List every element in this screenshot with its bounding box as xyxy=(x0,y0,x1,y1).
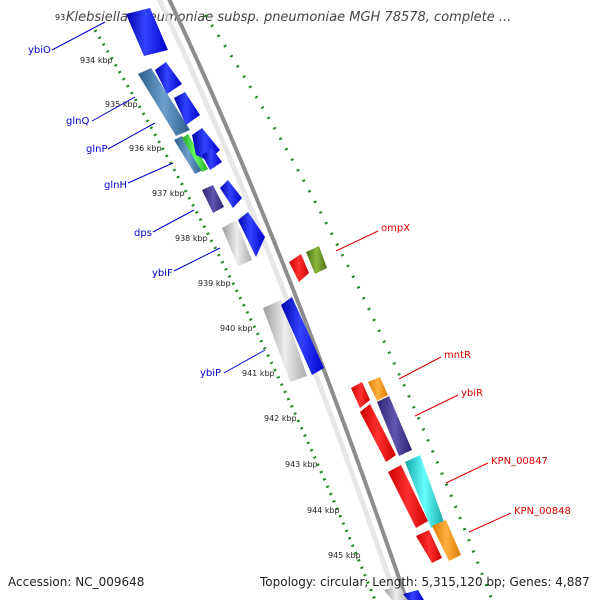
ruler-label: 940 kbp xyxy=(220,324,253,333)
accession-text: Accession: NC_009648 xyxy=(8,575,145,589)
gene-label-KPN_00847[interactable]: KPN_00847 xyxy=(491,456,548,467)
gene-arrow[interactable] xyxy=(351,382,370,408)
gene-arrow[interactable] xyxy=(403,590,424,600)
ruler-label: 939 kbp xyxy=(198,279,231,288)
label-leader xyxy=(51,21,106,51)
label-leader xyxy=(223,349,266,374)
gene-arrow[interactable] xyxy=(202,148,222,170)
ruler-label: 943 kbp xyxy=(285,460,318,469)
gene-arrow[interactable] xyxy=(416,530,442,563)
gene-ompX-2[interactable] xyxy=(306,246,327,274)
label-leader xyxy=(445,462,489,484)
ruler-label: 941 kbp xyxy=(242,369,275,378)
gene-label-ybiO[interactable]: ybiO xyxy=(28,45,51,56)
label-leader xyxy=(398,356,442,380)
backbone-shade xyxy=(156,0,400,600)
ruler-label: 938 kbp xyxy=(175,234,208,243)
gene-arrow[interactable] xyxy=(126,8,168,56)
gene-label-ybiP[interactable]: ybiP xyxy=(200,368,221,379)
left-labels: ybiO glnQ glnP glnH dps ybiF ybiP xyxy=(28,21,266,379)
inner-genes xyxy=(126,8,324,382)
gene-glnP[interactable] xyxy=(174,136,203,174)
gene-label-glnQ[interactable]: glnQ xyxy=(66,116,89,127)
gene-glnQ[interactable] xyxy=(138,68,190,136)
outer-genes xyxy=(289,246,461,600)
gene-arrow[interactable] xyxy=(281,297,324,375)
gene-arrow[interactable] xyxy=(220,180,242,208)
gene-arrow[interactable] xyxy=(174,92,200,125)
ruler-label: 944 kbp xyxy=(307,506,340,515)
ruler-label: 934 kbp xyxy=(80,56,113,65)
gene-arrow[interactable] xyxy=(388,465,428,528)
label-leader xyxy=(152,209,195,233)
gene-label-glnH[interactable]: glnH xyxy=(104,180,127,191)
label-leader xyxy=(107,122,156,150)
label-leader xyxy=(91,96,136,122)
ruler-label: 93 xyxy=(55,13,65,22)
gene-ompX[interactable] xyxy=(289,254,309,282)
gene-label-glnP[interactable]: glnP xyxy=(86,144,108,155)
gene-arrow[interactable] xyxy=(384,586,408,600)
outer-tick-ring xyxy=(203,14,494,600)
gene-ybiF[interactable] xyxy=(222,220,252,266)
label-leader xyxy=(414,394,459,417)
gene-label-dps[interactable]: dps xyxy=(134,228,152,239)
genome-summary: Topology: circular; Length: 5,315,120 bp… xyxy=(260,575,590,589)
gene-label-ompX[interactable]: ompX xyxy=(381,223,410,234)
ruler-labels: 93 934 kbp 935 kbp 936 kbp 937 kbp 938 k… xyxy=(55,13,361,560)
gene-ybiR[interactable] xyxy=(377,396,412,456)
gene-label-ybiR[interactable]: ybiR xyxy=(461,388,483,399)
right-labels: ompX mntR ybiR KPN_00847 KPN_00848 xyxy=(335,223,571,533)
label-leader xyxy=(127,162,174,184)
label-leader xyxy=(468,512,512,533)
label-leader xyxy=(173,247,221,272)
gene-label-KPN_00848[interactable]: KPN_00848 xyxy=(514,506,571,517)
gene-arrow[interactable] xyxy=(360,404,396,462)
ruler-label: 942 kbp xyxy=(264,414,297,423)
gene-ybiP[interactable] xyxy=(263,300,307,382)
genome-backbone xyxy=(167,0,409,600)
ruler-label: 936 kbp xyxy=(129,144,162,153)
gene-arrow[interactable] xyxy=(238,212,265,257)
gene-mntR[interactable] xyxy=(368,377,388,401)
gene-KPN_00847[interactable] xyxy=(405,455,444,528)
ruler-label: 937 kbp xyxy=(152,189,185,198)
gene-label-mntR[interactable]: mntR xyxy=(444,350,471,361)
gene-glnH[interactable] xyxy=(182,134,208,172)
gene-label-ybiF[interactable]: ybiF xyxy=(152,268,173,279)
gene-arrow[interactable] xyxy=(155,62,182,94)
gene-dps[interactable] xyxy=(202,185,224,213)
label-leader xyxy=(335,230,379,252)
ruler-label: 945 kbp xyxy=(328,551,361,560)
gene-KPN_00848[interactable] xyxy=(432,520,461,561)
